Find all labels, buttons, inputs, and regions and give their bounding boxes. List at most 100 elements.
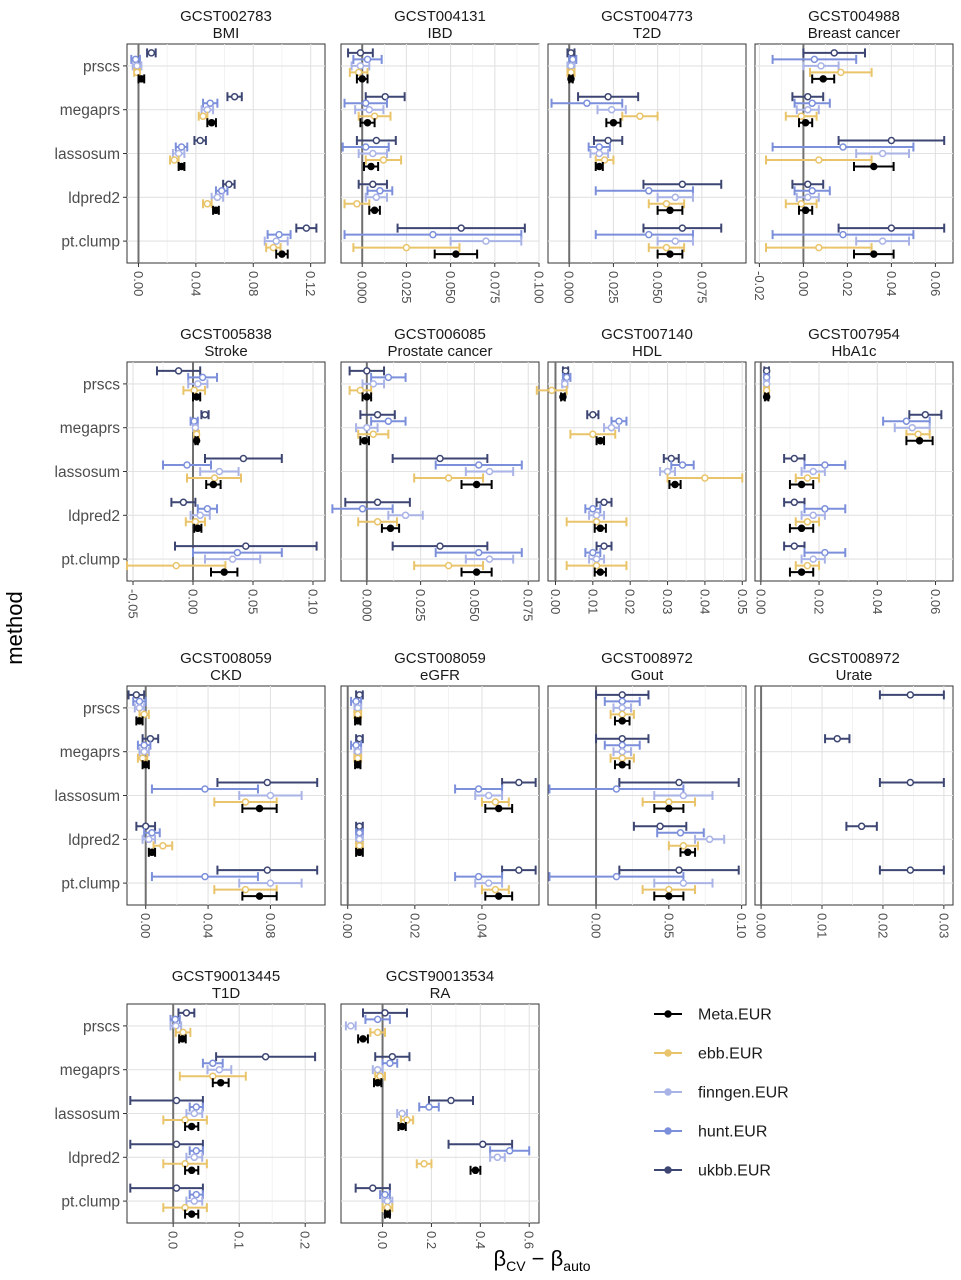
panel-trait-label: CKD bbox=[210, 667, 242, 684]
point-marker bbox=[705, 835, 714, 844]
point-lassosum-ebb-eur bbox=[765, 155, 873, 165]
point-marker bbox=[206, 99, 214, 107]
point-prscs-ebb-eur bbox=[174, 1027, 192, 1037]
point-ldpred2-ebb-eur bbox=[647, 199, 686, 209]
panel-id-label: GCST005838 bbox=[180, 326, 272, 343]
point-megaprs-finngen-eur bbox=[612, 747, 632, 757]
point-marker bbox=[263, 866, 272, 874]
point-prscs-finngen-eur bbox=[133, 703, 146, 713]
point-marker bbox=[429, 230, 437, 239]
point-prscs-ebb-eur bbox=[182, 385, 206, 395]
point-marker bbox=[190, 386, 198, 395]
x-tick-label: 0.00 bbox=[753, 589, 768, 614]
point-ldpred2-ebb-eur bbox=[184, 517, 206, 527]
point-marker bbox=[618, 717, 626, 725]
point-ldpred2-meta-eur bbox=[469, 1165, 482, 1175]
point-marker bbox=[515, 778, 523, 787]
point-pt.clump-finngen-eur bbox=[449, 236, 523, 246]
point-marker bbox=[636, 112, 644, 120]
point-ldpred2-hunt-eur bbox=[366, 186, 394, 196]
point-pt.clump-hunt-eur bbox=[584, 548, 602, 558]
point-marker bbox=[472, 568, 481, 576]
legend: Meta.EUR ebb.EUR finngen.EUR hunt.EUR ukbb.E… bbox=[654, 1007, 789, 1180]
point-prscs-meta-eur bbox=[192, 392, 202, 402]
point-megaprs-finngen-eur bbox=[138, 747, 150, 757]
point-marker bbox=[356, 62, 365, 70]
point-prscs-ebb-eur bbox=[609, 709, 635, 719]
point-ldpred2-finngen-eur bbox=[800, 510, 826, 520]
point-marker bbox=[373, 1065, 382, 1074]
point-marker bbox=[472, 480, 481, 489]
point-prscs-ukbb-eur bbox=[146, 48, 157, 58]
point-marker bbox=[381, 1190, 389, 1199]
x-tick-label: 0.000 bbox=[359, 589, 374, 622]
x-tick-label: 0.4 bbox=[473, 1231, 488, 1249]
x-tick-label: 0.000 bbox=[562, 271, 577, 304]
y-tick-label-ldpred2: ldpred2 bbox=[68, 190, 120, 207]
point-marker bbox=[376, 1072, 384, 1080]
point-marker bbox=[804, 105, 812, 114]
point-prscs-finngen-eur bbox=[802, 61, 840, 71]
point-marker bbox=[592, 511, 601, 520]
point-ldpred2-meta-eur bbox=[193, 523, 203, 533]
point-marker bbox=[352, 741, 360, 749]
point-marker bbox=[618, 710, 626, 719]
point-marker bbox=[372, 193, 381, 202]
point-ldpred2-ukbb-eur bbox=[642, 179, 723, 189]
point-marker bbox=[170, 156, 179, 164]
point-marker bbox=[684, 848, 692, 857]
point-prscs-meta-eur bbox=[567, 74, 575, 84]
point-lassosum-ukbb-eur bbox=[355, 136, 397, 145]
point-marker bbox=[133, 68, 141, 77]
point-prscs-meta-eur bbox=[762, 392, 771, 402]
x-axis-title: βCV − βauto bbox=[493, 1246, 590, 1274]
point-megaprs-ukbb-eur bbox=[200, 410, 210, 420]
point-marker bbox=[762, 393, 771, 401]
point-marker bbox=[403, 1116, 411, 1124]
point-marker bbox=[887, 136, 896, 145]
point-marker bbox=[485, 555, 494, 563]
point-marker bbox=[607, 105, 616, 114]
point-marker bbox=[589, 505, 597, 513]
panel-trait-label: BMI bbox=[213, 25, 240, 42]
point-megaprs-ebb-eur bbox=[197, 111, 209, 121]
point-ldpred2-ukbb-eur bbox=[344, 497, 411, 507]
point-lassosum-finngen-eur bbox=[474, 791, 504, 800]
point-marker bbox=[671, 480, 679, 489]
point-ldpred2-meta-eur bbox=[147, 847, 157, 857]
x-tick-label: 0.03 bbox=[936, 913, 951, 938]
legend-entry-hunt-eur: hunt.EUR bbox=[654, 1124, 767, 1141]
point-marker bbox=[363, 393, 371, 401]
point-ldpred2-hunt-eur bbox=[331, 504, 394, 514]
point-ldpred2-meta-eur bbox=[788, 523, 815, 533]
point-marker bbox=[363, 423, 371, 432]
point-marker bbox=[373, 1015, 382, 1024]
point-prscs-finngen-eur bbox=[344, 1021, 357, 1031]
point-marker bbox=[369, 1184, 377, 1192]
point-lassosum-meta-eur bbox=[853, 162, 895, 171]
point-marker bbox=[887, 224, 896, 232]
point-lassosum-meta-eur bbox=[241, 804, 278, 813]
point-ldpred2-finngen-eur bbox=[489, 1152, 506, 1162]
point-marker bbox=[420, 1160, 428, 1168]
point-lassosum-hunt-eur bbox=[771, 142, 915, 152]
point-pt.clump-finngen-eur bbox=[474, 878, 504, 888]
point-megaprs-meta-eur bbox=[206, 118, 217, 128]
point-marker bbox=[362, 99, 370, 107]
point-marker bbox=[595, 143, 604, 151]
point-ldpred2-ebb-eur bbox=[202, 199, 213, 209]
point-ldpred2-meta-eur bbox=[656, 205, 684, 215]
point-pt.clump-ebb-eur bbox=[265, 243, 282, 253]
x-tick-label: 0.08 bbox=[263, 913, 278, 938]
x-tick-label: 0.06 bbox=[928, 271, 943, 296]
x-tick-label: 0.00 bbox=[138, 913, 153, 938]
point-marker bbox=[914, 430, 922, 438]
point-prscs-ebb-eur bbox=[133, 67, 141, 77]
point-marker bbox=[369, 149, 377, 158]
point-pt.clump-finngen-eur bbox=[588, 554, 606, 564]
point-pt.clump-meta-eur bbox=[653, 891, 685, 901]
x-tick-label: 0.04 bbox=[870, 589, 885, 614]
point-ldpred2-ukbb-eur bbox=[783, 497, 806, 507]
point-pt.clump-ebb-eur bbox=[413, 561, 485, 571]
x-tick-label: 0.02 bbox=[407, 913, 422, 938]
